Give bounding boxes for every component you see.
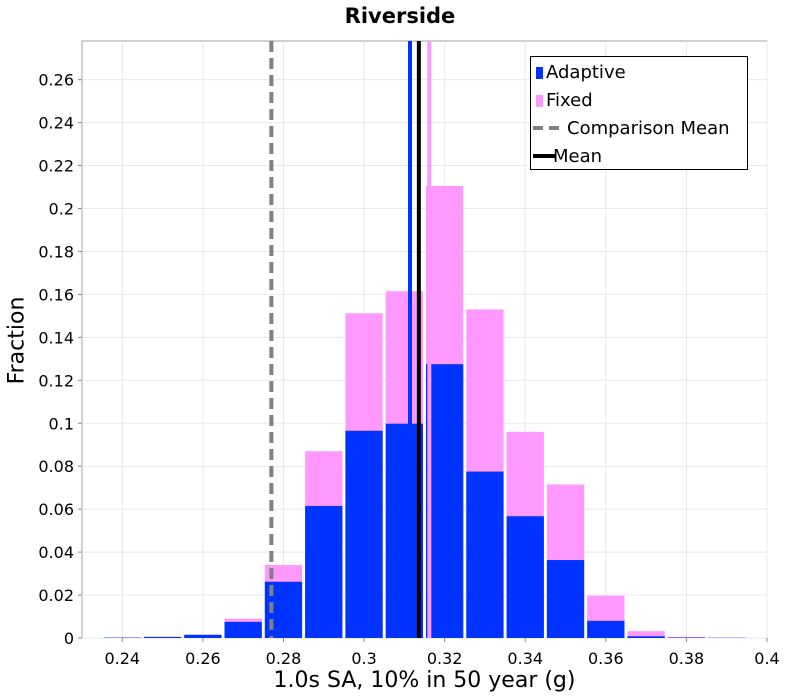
- y-tick-label: 0.24: [38, 114, 74, 133]
- mean-swatch: [533, 154, 555, 158]
- y-tick-label: 0.06: [38, 500, 74, 519]
- y-tick-label: 0.12: [38, 371, 74, 390]
- comparison-mean-swatch: [533, 126, 565, 130]
- bar-adaptive: [305, 505, 343, 638]
- legend: Adaptive Fixed Comparison Mean Mean: [530, 56, 748, 170]
- bar-fixed: [627, 631, 665, 638]
- legend-item-comparison-mean: Comparison Mean: [531, 115, 747, 141]
- y-tick-label: 0.22: [38, 157, 74, 176]
- x-tick-label: 0.32: [427, 649, 463, 668]
- y-axis-ticks: 0 0.02 0.04 0.06 0.08 0.1 0.12 0.14 0.16 0.18 0.2 0…: [38, 71, 82, 648]
- bar-adaptive: [506, 516, 544, 638]
- legend-item-mean: Mean: [531, 143, 747, 169]
- x-tick-label: 0.24: [104, 649, 140, 668]
- x-axis-label: 1.0s SA, 10% in 50 year (g): [273, 668, 576, 693]
- bar-adaptive: [143, 636, 182, 638]
- bar-adaptive: [224, 621, 262, 638]
- y-tick-label: 0.1: [49, 414, 74, 433]
- legend-item-fixed: Fixed: [531, 87, 747, 113]
- legend-label-mean: Mean: [553, 146, 603, 167]
- x-tick-label: 0.3: [351, 649, 376, 668]
- y-axis-label: Fraction: [4, 296, 30, 385]
- x-tick-label: 0.26: [185, 649, 221, 668]
- legend-label-adaptive: Adaptive: [546, 62, 626, 83]
- x-tick-label: 0.28: [266, 649, 302, 668]
- bar-adaptive: [184, 634, 222, 638]
- y-tick-label: 0.08: [38, 457, 74, 476]
- y-tick-label: 0.26: [38, 71, 74, 90]
- y-tick-label: 0.02: [38, 586, 74, 605]
- bar-adaptive: [546, 560, 585, 638]
- y-tick-label: 0.16: [38, 285, 74, 304]
- x-tick-label: 0.34: [507, 649, 543, 668]
- bar-adaptive: [385, 423, 423, 638]
- legend-label-comparison-mean: Comparison Mean: [567, 118, 730, 139]
- fixed-swatch: [536, 95, 543, 107]
- bars: [103, 185, 746, 639]
- bar-adaptive: [345, 430, 383, 638]
- x-axis-ticks: 0.24 0.26 0.28 0.3 0.32 0.34 0.36 0.38 0.4: [104, 638, 780, 668]
- legend-item-adaptive: Adaptive: [531, 59, 747, 85]
- mean-lines: [269, 41, 432, 638]
- bar-adaptive: [426, 364, 464, 638]
- legend-label-fixed: Fixed: [546, 90, 593, 111]
- x-tick-label: 0.38: [669, 649, 705, 668]
- chart-title: Riverside: [344, 4, 456, 28]
- adaptive-swatch: [536, 67, 543, 79]
- y-tick-label: 0.2: [49, 200, 74, 219]
- x-tick-label: 0.4: [754, 649, 779, 668]
- bar-adaptive: [466, 471, 504, 638]
- y-tick-label: 0.04: [38, 543, 74, 562]
- bar-adaptive: [587, 620, 625, 638]
- y-tick-label: 0.18: [38, 242, 74, 261]
- x-tick-label: 0.36: [588, 649, 624, 668]
- y-tick-label: 0: [64, 629, 74, 648]
- bar-fixed: [667, 636, 706, 638]
- y-tick-label: 0.14: [38, 328, 74, 347]
- bar-adaptive: [627, 636, 665, 638]
